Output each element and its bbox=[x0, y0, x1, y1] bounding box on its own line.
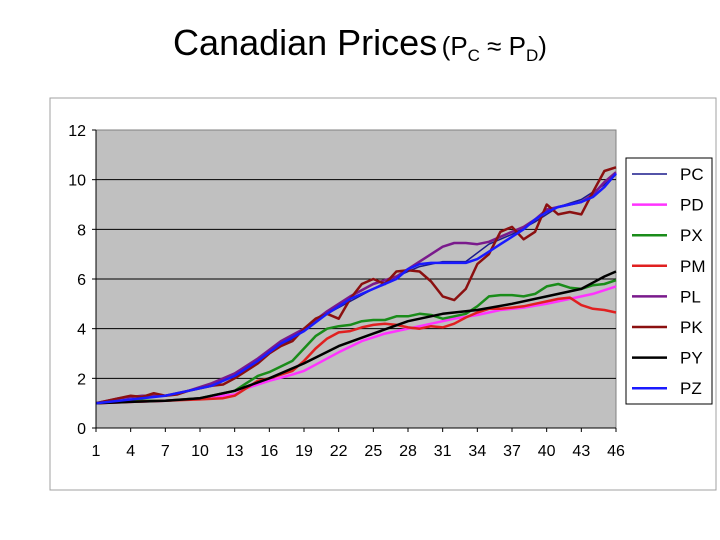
legend-label-pl: PL bbox=[680, 287, 701, 306]
title-main: Canadian Prices bbox=[173, 22, 438, 63]
series-line-py bbox=[95, 270, 617, 405]
y-tick-label: 12 bbox=[68, 123, 86, 140]
x-tick-label: 37 bbox=[503, 443, 521, 460]
y-tick-label: 8 bbox=[77, 222, 86, 239]
subtitle-sub-c: C bbox=[467, 46, 480, 66]
legend-label-pz: PZ bbox=[680, 379, 702, 398]
subtitle-open: (P bbox=[441, 31, 468, 61]
subtitle-close: ) bbox=[538, 31, 547, 61]
x-tick-label: 43 bbox=[572, 443, 590, 460]
x-tick-label: 1 bbox=[92, 443, 101, 460]
x-tick-label: 28 bbox=[399, 443, 417, 460]
legend-label-py: PY bbox=[680, 349, 703, 368]
series-line-pz bbox=[95, 172, 617, 405]
x-tick-label: 16 bbox=[260, 443, 278, 460]
y-axis: 0 2 4 6 8 10 12 bbox=[68, 123, 97, 438]
title-subtitle: (PC ≈ PD) bbox=[441, 31, 547, 65]
legend-label-pm: PM bbox=[680, 257, 706, 276]
legend-label-px: PX bbox=[680, 226, 703, 245]
x-tick-label: 31 bbox=[434, 443, 452, 460]
x-tick-label: 4 bbox=[126, 443, 135, 460]
x-axis: 1 4 7 10 13 16 19 22 25 28 31 34 37 40 43 46 bbox=[92, 427, 625, 460]
x-tick-label: 46 bbox=[607, 443, 625, 460]
legend-label-pd: PD bbox=[680, 196, 704, 215]
y-tick-label: 2 bbox=[77, 371, 86, 388]
x-tick-label: 25 bbox=[364, 443, 382, 460]
y-tick-label: 4 bbox=[77, 322, 86, 339]
slide-title: Canadian Prices (PC ≈ PD) bbox=[0, 22, 720, 66]
legend-label-pk: PK bbox=[680, 318, 703, 337]
legend: PC PD PX PM PL PK PY PZ bbox=[625, 157, 713, 405]
x-tick-label: 19 bbox=[295, 443, 313, 460]
x-tick-label: 7 bbox=[161, 443, 170, 460]
y-tick-label: 6 bbox=[77, 272, 86, 289]
x-tick-label: 22 bbox=[330, 443, 348, 460]
series-line-px bbox=[95, 279, 617, 405]
legend-label-pc: PC bbox=[680, 165, 704, 184]
x-tick-label: 34 bbox=[468, 443, 486, 460]
x-tick-label: 13 bbox=[226, 443, 244, 460]
subtitle-approx: ≈ P bbox=[479, 31, 526, 61]
y-tick-label: 10 bbox=[68, 173, 86, 190]
y-tick-label: 0 bbox=[77, 421, 86, 438]
legend-box bbox=[625, 157, 713, 405]
x-tick-label: 40 bbox=[538, 443, 556, 460]
series-line-pd bbox=[95, 285, 617, 405]
subtitle-sub-d: D bbox=[526, 46, 539, 66]
series-lines bbox=[95, 166, 617, 405]
x-tick-label: 10 bbox=[191, 443, 209, 460]
